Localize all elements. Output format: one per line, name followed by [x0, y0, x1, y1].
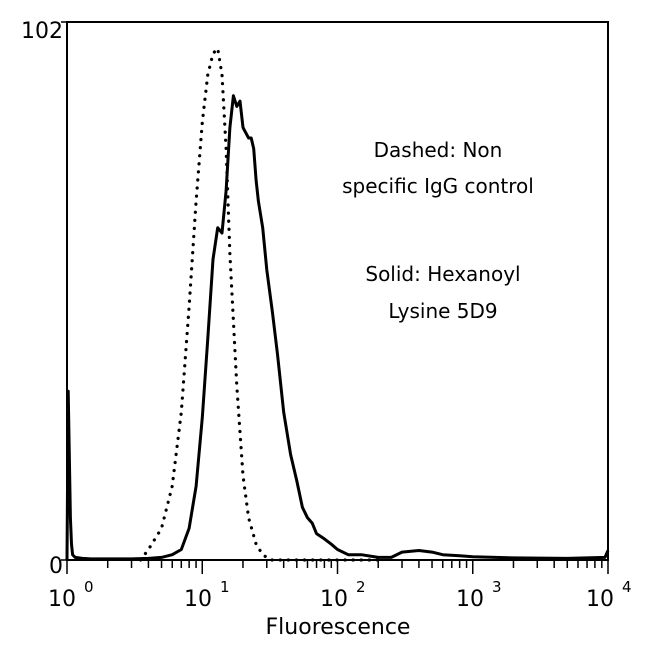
svg-text:10: 10: [586, 587, 614, 612]
x-tick-label-1e2: 10 2: [320, 578, 366, 612]
x-tick-label-1e3: 10 3: [456, 578, 502, 612]
annotation-solid-line1: Solid: Hexanoyl: [365, 262, 520, 286]
annotation-dashed-line2: specific IgG control: [342, 174, 534, 198]
annotation-solid-line2: Lysine 5D9: [388, 299, 497, 323]
svg-text:4: 4: [622, 578, 632, 596]
svg-text:0: 0: [84, 578, 94, 596]
svg-text:3: 3: [492, 578, 502, 596]
plot-frame: [66, 21, 609, 561]
series-dotted-line: [139, 46, 380, 562]
axis-ticks: [61, 21, 609, 574]
x-tick-label-1e1: 10 1: [184, 578, 230, 612]
svg-text:2: 2: [356, 578, 366, 596]
svg-text:10: 10: [456, 587, 484, 612]
svg-text:10: 10: [320, 587, 348, 612]
x-tick-label-1e4: 10 4: [586, 578, 632, 612]
svg-text:10: 10: [184, 587, 212, 612]
svg-text:1: 1: [220, 578, 230, 596]
annotation-dashed-line1: Dashed: Non: [374, 138, 503, 162]
y-tick-label-102: 102: [21, 19, 63, 44]
x-axis-label: Fluorescence: [266, 615, 411, 640]
series-solid-line: [65, 94, 610, 561]
y-tick-label-0: 0: [49, 554, 63, 579]
x-tick-label-1e0: 10 0: [48, 578, 94, 612]
series-layer: [65, 46, 610, 562]
svg-text:10: 10: [48, 587, 76, 612]
